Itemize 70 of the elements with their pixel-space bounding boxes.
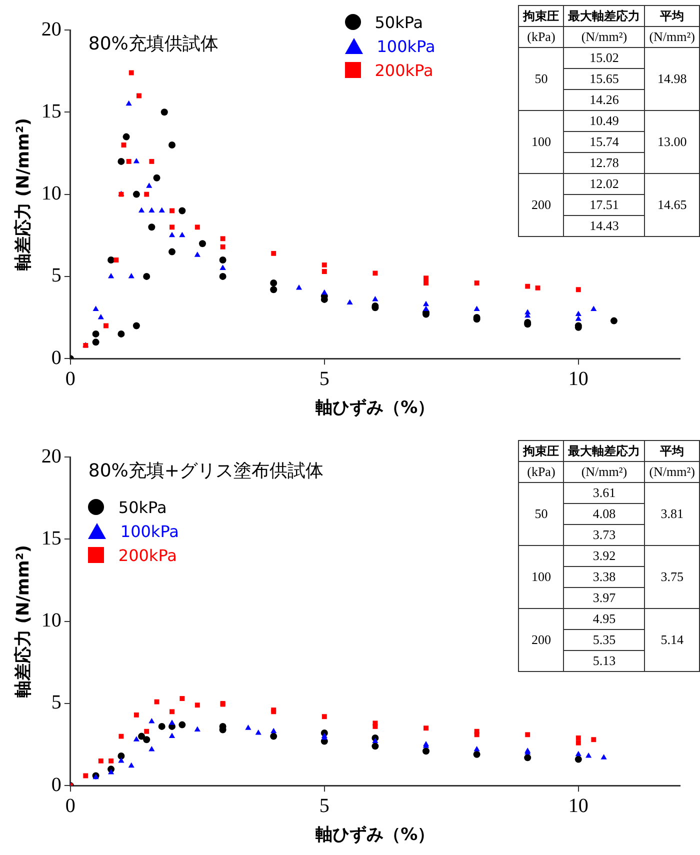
- annotation: (N/mm²): [644, 26, 700, 48]
- legend-label: 50kPa: [374, 12, 424, 32]
- legend-label: 200kPa: [118, 546, 177, 564]
- y-tick-label: 20: [41, 18, 62, 40]
- annotation: 最大軸差応力: [564, 440, 645, 462]
- annotation: 12.78: [564, 152, 645, 174]
- annotation: 200: [518, 174, 564, 236]
- annotation: 14.98: [644, 48, 700, 110]
- x-tick-label: 10: [568, 368, 588, 390]
- annotation: 100: [518, 546, 564, 608]
- annotation: 4.08: [564, 504, 645, 524]
- annotation: 3.97: [564, 588, 645, 608]
- annotation: 5.13: [564, 650, 645, 672]
- y-tick-label: 5: [51, 692, 62, 714]
- annotation: 200: [518, 608, 564, 672]
- y-tick-label: 15: [41, 100, 62, 122]
- x-tick-label: 10: [568, 794, 588, 817]
- legend-label: 100kPa: [376, 36, 436, 56]
- text: 最大軸差応力: [564, 6, 645, 26]
- annotation: 14.65: [644, 174, 700, 236]
- legend-label: 200kPa: [374, 60, 434, 80]
- y-tick-label: 0: [51, 346, 62, 369]
- annotation: 15.65: [564, 68, 645, 90]
- annotation: 3.92: [564, 546, 645, 566]
- annotation: 平均: [644, 440, 700, 462]
- annotation: 3.73: [564, 524, 645, 546]
- annotation: 14.43: [564, 216, 645, 236]
- x-axis-title: 軸ひずみ（%）: [314, 398, 435, 418]
- annotation: 15.74: [564, 132, 645, 152]
- annotation: 50: [518, 482, 564, 546]
- annotation: 拘束圧: [518, 440, 564, 462]
- annotation: (kPa): [518, 26, 564, 48]
- annotation: 50: [518, 48, 564, 110]
- y-tick-label: 10: [41, 610, 62, 632]
- x-axis-title: 軸ひずみ（%）: [314, 825, 435, 846]
- chart-title: 80%充填供試体: [88, 34, 218, 55]
- y-tick-label: 15: [41, 527, 62, 550]
- annotation: 5.35: [564, 630, 645, 650]
- x-tick-label: 0: [65, 368, 76, 390]
- legend-label: 100kPa: [120, 522, 179, 540]
- annotation: 3.81: [644, 482, 700, 546]
- x-tick-label: 5: [319, 794, 330, 817]
- y-tick-label: 0: [51, 774, 62, 796]
- annotation: 4.95: [564, 608, 645, 630]
- y-tick-label: 20: [41, 445, 62, 468]
- annotation: (N/mm²): [644, 462, 700, 482]
- x-tick-label: 5: [319, 368, 330, 390]
- x-tick-label: 0: [65, 794, 76, 817]
- chart-title: 80%充填+グリス塗布供試体: [88, 460, 324, 482]
- annotation: 3.38: [564, 566, 645, 588]
- annotation: (kPa): [518, 462, 564, 482]
- y-tick-label: 5: [51, 264, 62, 287]
- annotation: 17.51: [564, 194, 645, 216]
- annotation: 15.02: [564, 48, 645, 68]
- y-tick-label: 10: [41, 182, 62, 205]
- annotation: 13.00: [644, 110, 700, 174]
- annotation: 14.26: [564, 90, 645, 110]
- annotation: 12.02: [564, 174, 645, 194]
- annotation: 3.75: [644, 546, 700, 608]
- y-axis-title: 軸差応力 (N/mm²): [14, 118, 34, 272]
- annotation: (N/mm²): [564, 462, 645, 482]
- annotation: 100: [518, 110, 564, 174]
- text: 拘束圧: [518, 6, 564, 26]
- legend-label: 50kPa: [118, 498, 167, 516]
- text: 平均: [644, 6, 700, 26]
- y-axis-title: 軸差応力 (N/mm²): [14, 544, 34, 699]
- annotation: 5.14: [644, 608, 700, 672]
- annotation: (N/mm²): [564, 26, 645, 48]
- annotation: 3.61: [564, 482, 645, 504]
- annotation: 10.49: [564, 110, 645, 132]
